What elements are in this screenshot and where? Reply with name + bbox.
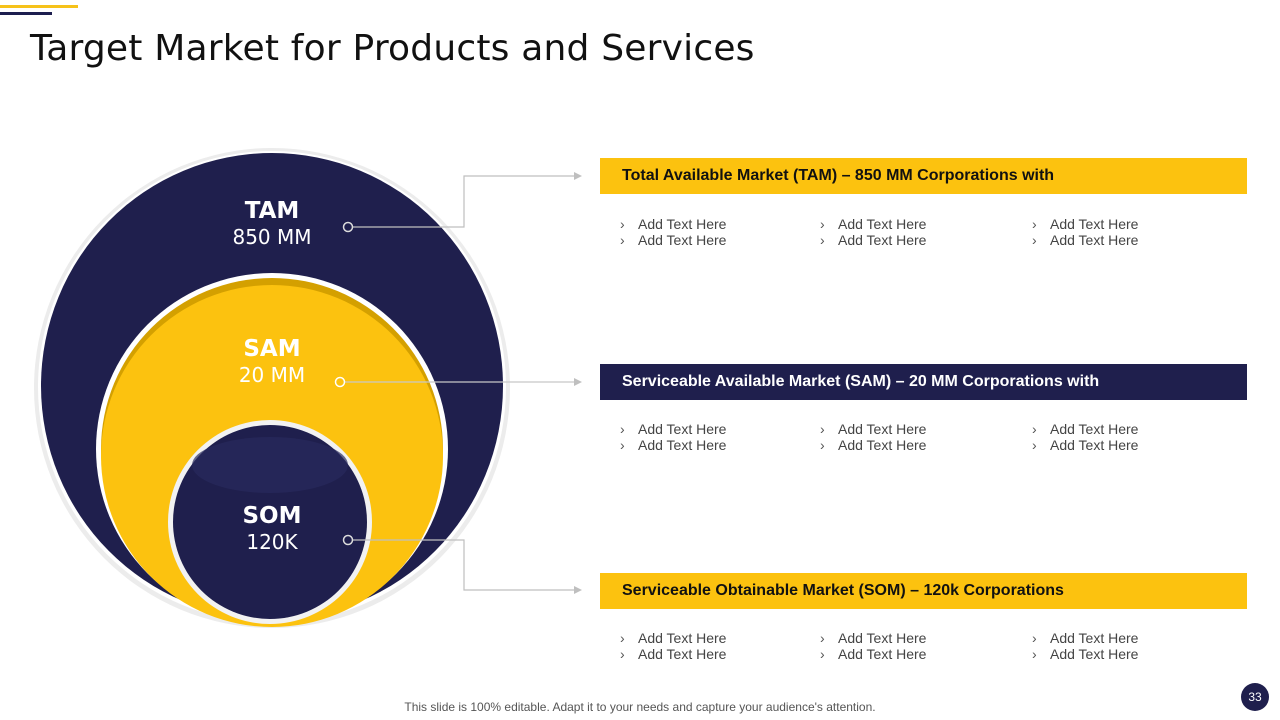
chevron-right-icon: ›: [620, 437, 625, 453]
sam-bullet: › Add Text Here: [1032, 437, 1139, 453]
chevron-right-icon: ›: [1032, 630, 1037, 646]
chevron-right-icon: ›: [1032, 216, 1037, 232]
sam-heading-bar: Serviceable Available Market (SAM) – 20 …: [600, 364, 1247, 400]
som-bullet: › Add Text Here: [620, 630, 727, 646]
chevron-right-icon: ›: [820, 646, 825, 662]
sam-bullet: › Add Text Here: [1032, 421, 1139, 437]
sam-connector-arrow: [574, 378, 582, 386]
tam-bullet: › Add Text Here: [1032, 232, 1139, 248]
tam-bullet: › Add Text Here: [820, 216, 927, 232]
som-bullet: › Add Text Here: [820, 630, 927, 646]
tam-bullet: › Add Text Here: [620, 232, 727, 248]
tam-connector-dot: [342, 221, 354, 233]
tam-connector-arrow: [574, 172, 582, 180]
chevron-right-icon: ›: [620, 232, 625, 248]
chevron-right-icon: ›: [1032, 646, 1037, 662]
sam-bullet: › Add Text Here: [620, 421, 727, 437]
tam-bullet: › Add Text Here: [620, 216, 727, 232]
chevron-right-icon: ›: [820, 421, 825, 437]
accent-bar-navy: [0, 12, 52, 15]
tam-bullet: › Add Text Here: [820, 232, 927, 248]
som-bullet: › Add Text Here: [1032, 630, 1139, 646]
tam-value: 850 MM: [232, 225, 311, 249]
page-number-badge: 33: [1241, 683, 1269, 711]
som-bullet: › Add Text Here: [620, 646, 727, 662]
chevron-right-icon: ›: [820, 232, 825, 248]
sam-bullet: › Add Text Here: [820, 437, 927, 453]
footer-note: This slide is 100% editable. Adapt it to…: [404, 700, 876, 714]
tam-label: TAM: [245, 198, 300, 224]
tam-heading-bar: Total Available Market (TAM) – 850 MM Co…: [600, 158, 1247, 194]
som-connector-arrow: [574, 586, 582, 594]
tam-bullet: › Add Text Here: [1032, 216, 1139, 232]
som-value: 120K: [246, 530, 298, 554]
sam-bullet: › Add Text Here: [620, 437, 727, 453]
chevron-right-icon: ›: [620, 646, 625, 662]
chevron-right-icon: ›: [1032, 437, 1037, 453]
chevron-right-icon: ›: [620, 216, 625, 232]
tam-connector-line: [353, 175, 574, 228]
sam-value: 20 MM: [239, 363, 305, 387]
som-circle-highlight: [192, 437, 348, 493]
som-label: SOM: [242, 503, 301, 529]
sam-connector-dot: [334, 376, 346, 388]
chevron-right-icon: ›: [820, 437, 825, 453]
sam-label: SAM: [243, 336, 300, 362]
som-bullet: › Add Text Here: [1032, 646, 1139, 662]
som-connector-line: [353, 539, 574, 591]
chevron-right-icon: ›: [820, 216, 825, 232]
chevron-right-icon: ›: [1032, 421, 1037, 437]
som-heading-bar: Serviceable Obtainable Market (SOM) – 12…: [600, 573, 1247, 609]
chevron-right-icon: ›: [820, 630, 825, 646]
accent-bar-yellow: [0, 5, 78, 8]
som-bullet: › Add Text Here: [820, 646, 927, 662]
chevron-right-icon: ›: [620, 421, 625, 437]
chevron-right-icon: ›: [1032, 232, 1037, 248]
slide-title: Target Market for Products and Services: [30, 28, 755, 69]
som-connector-dot: [342, 534, 354, 546]
chevron-right-icon: ›: [620, 630, 625, 646]
sam-bullet: › Add Text Here: [820, 421, 927, 437]
